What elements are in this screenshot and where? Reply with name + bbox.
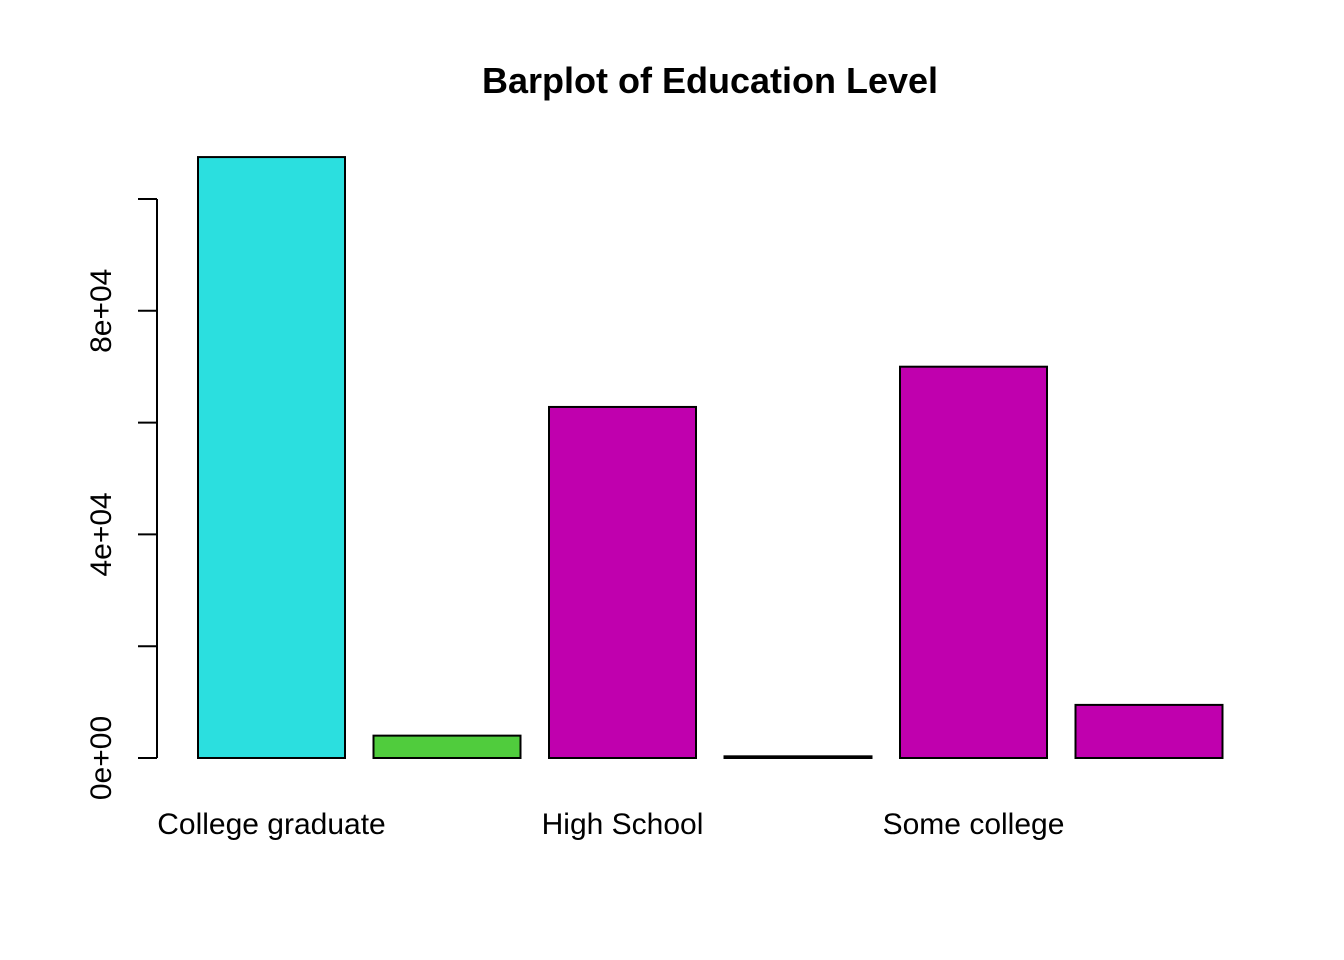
bar — [372, 734, 522, 760]
y-tick-label: 8e+04 — [85, 269, 118, 353]
x-category-label: High School — [542, 808, 704, 841]
y-tick-label: 0e+00 — [85, 716, 118, 800]
x-category-label: College graduate — [157, 808, 386, 841]
y-tick-label: 4e+04 — [85, 492, 118, 576]
bar — [548, 405, 697, 759]
bars-group — [197, 156, 1224, 760]
x-axis-labels: College graduate High School Some college — [157, 808, 1064, 841]
chart-title: Barplot of Education Level — [482, 60, 938, 101]
bar — [899, 365, 1048, 759]
bar — [1074, 703, 1224, 760]
bar — [723, 755, 873, 759]
y-axis: 0e+00 4e+04 8e+04 — [85, 198, 158, 800]
bar — [197, 156, 346, 759]
x-category-label: Some college — [883, 808, 1065, 841]
